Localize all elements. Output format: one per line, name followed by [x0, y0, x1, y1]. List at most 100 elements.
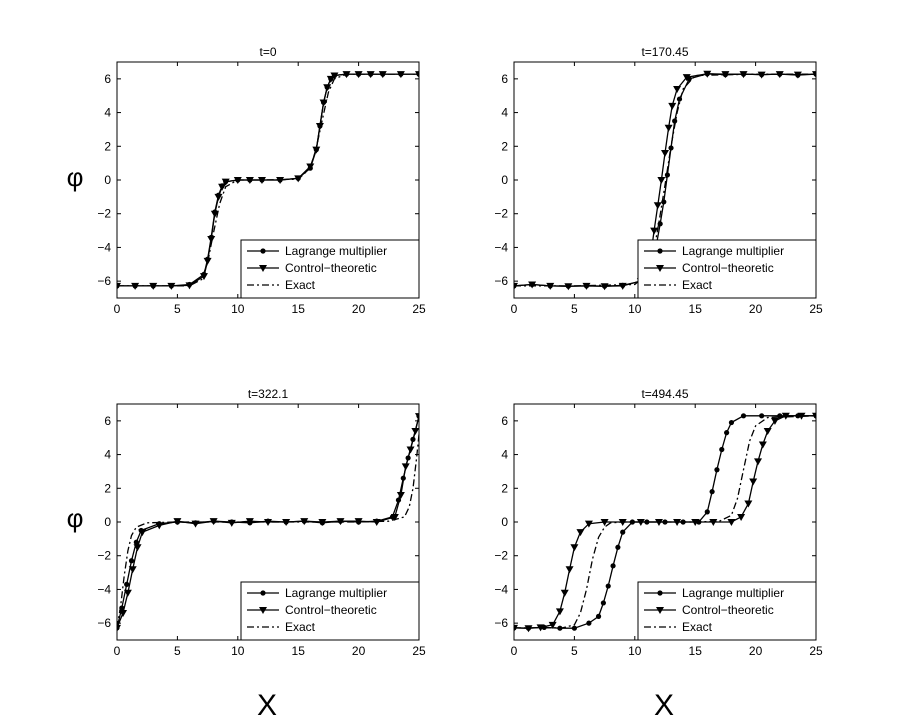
data-point	[138, 529, 147, 537]
y-tick-label: −2	[494, 207, 508, 221]
data-point	[812, 71, 816, 79]
data-point	[315, 123, 324, 131]
data-point	[709, 489, 715, 495]
legend-marker	[657, 248, 663, 254]
data-point	[793, 71, 802, 79]
series-none-dashdot	[514, 415, 816, 629]
legend-marker	[259, 265, 267, 272]
data-point	[123, 589, 132, 597]
data-point	[514, 624, 518, 632]
data-point	[227, 519, 236, 527]
data-point	[396, 71, 405, 79]
data-point	[282, 519, 291, 526]
data-point	[319, 99, 328, 107]
x-tick-label: 20	[749, 302, 763, 316]
data-point	[167, 282, 176, 290]
data-point	[119, 610, 128, 618]
data-point	[724, 430, 730, 436]
legend-marker	[656, 607, 664, 614]
data-point	[155, 522, 164, 530]
data-point	[564, 283, 573, 291]
y-tick-label: −6	[97, 274, 111, 288]
y-tick-label: 0	[501, 515, 508, 529]
data-point	[719, 446, 725, 453]
y-tick-label: 2	[104, 139, 111, 153]
y-tick-label: 4	[501, 106, 508, 120]
subplot-title: t=322.1	[248, 387, 289, 401]
x-tick-label: 20	[749, 644, 763, 658]
series-line	[117, 73, 419, 287]
y-tick-label: 6	[104, 72, 111, 86]
series-line	[514, 73, 816, 287]
legend-label: Exact	[682, 620, 713, 634]
y-axis-label-bottom: φ	[67, 503, 84, 533]
data-point	[326, 75, 335, 83]
data-point	[781, 412, 790, 420]
data-point	[570, 544, 579, 552]
data-point	[276, 177, 285, 184]
x-tick-label: 0	[114, 644, 121, 658]
x-tick-label: 15	[292, 644, 306, 658]
legend-label: Control−theoretic	[682, 261, 774, 275]
data-point	[727, 519, 736, 526]
data-point	[415, 71, 419, 79]
x-tick-label: 0	[511, 302, 518, 316]
legend-label: Lagrange multiplier	[682, 586, 784, 600]
x-tick-label: 5	[174, 644, 181, 658]
data-point	[654, 519, 663, 526]
y-tick-label: 4	[104, 106, 111, 120]
legend-label: Lagrange multiplier	[285, 244, 387, 258]
data-point	[620, 529, 626, 535]
legend-box	[637, 581, 817, 641]
data-point	[330, 72, 339, 80]
x-tick-label: 5	[174, 302, 181, 316]
subplot-title: t=494.45	[641, 387, 688, 401]
x-tick-label: 25	[809, 644, 823, 658]
legend-label: Exact	[682, 278, 713, 292]
data-point	[653, 202, 662, 210]
x-tick-label: 15	[292, 302, 306, 316]
data-point	[548, 621, 557, 629]
x-tick-label: 0	[511, 644, 518, 658]
data-point	[207, 236, 216, 243]
data-point	[737, 513, 746, 521]
data-point	[714, 467, 720, 473]
legend: Lagrange multiplier Control−theoretic Exac…	[637, 581, 817, 641]
subplot-1: t=0 0 5 10 15 20 25 −6 −4 −2 0 2 4 6 Lagrange multipli…	[97, 45, 426, 316]
x-tick-label: 25	[412, 302, 426, 316]
data-point	[323, 84, 332, 92]
subplot-title: t=0	[259, 45, 276, 59]
legend-label: Exact	[285, 278, 316, 292]
data-point	[759, 413, 765, 419]
data-point	[117, 624, 121, 632]
data-point	[797, 412, 806, 420]
y-tick-label: 0	[501, 173, 508, 187]
data-point	[514, 282, 518, 290]
legend-marker	[657, 590, 663, 596]
data-point	[576, 529, 585, 537]
y-tick-label: −6	[494, 616, 508, 630]
x-tick-label: 25	[412, 644, 426, 658]
data-point	[661, 150, 669, 158]
x-tick-label: 10	[231, 302, 245, 316]
y-tick-label: 0	[104, 515, 111, 529]
legend: Lagrange multiplier Control−theoretic Exac…	[240, 239, 420, 299]
data-point	[749, 478, 758, 486]
data-point	[199, 273, 208, 281]
legend-label: Exact	[285, 620, 316, 634]
data-point	[372, 519, 381, 526]
data-point	[411, 427, 419, 435]
data-point	[682, 74, 691, 82]
data-point	[664, 124, 673, 132]
data-point	[133, 539, 139, 545]
data-point	[185, 282, 194, 290]
x-tick-label: 15	[689, 644, 703, 658]
legend-label: Lagrange multiplier	[682, 244, 784, 258]
data-point	[657, 221, 663, 227]
data-point	[128, 558, 135, 564]
data-point	[610, 563, 616, 569]
x-tick-label: 10	[628, 302, 642, 316]
data-point	[673, 85, 682, 93]
subplot-title: t=170.45	[641, 45, 688, 59]
legend-box	[240, 239, 420, 299]
